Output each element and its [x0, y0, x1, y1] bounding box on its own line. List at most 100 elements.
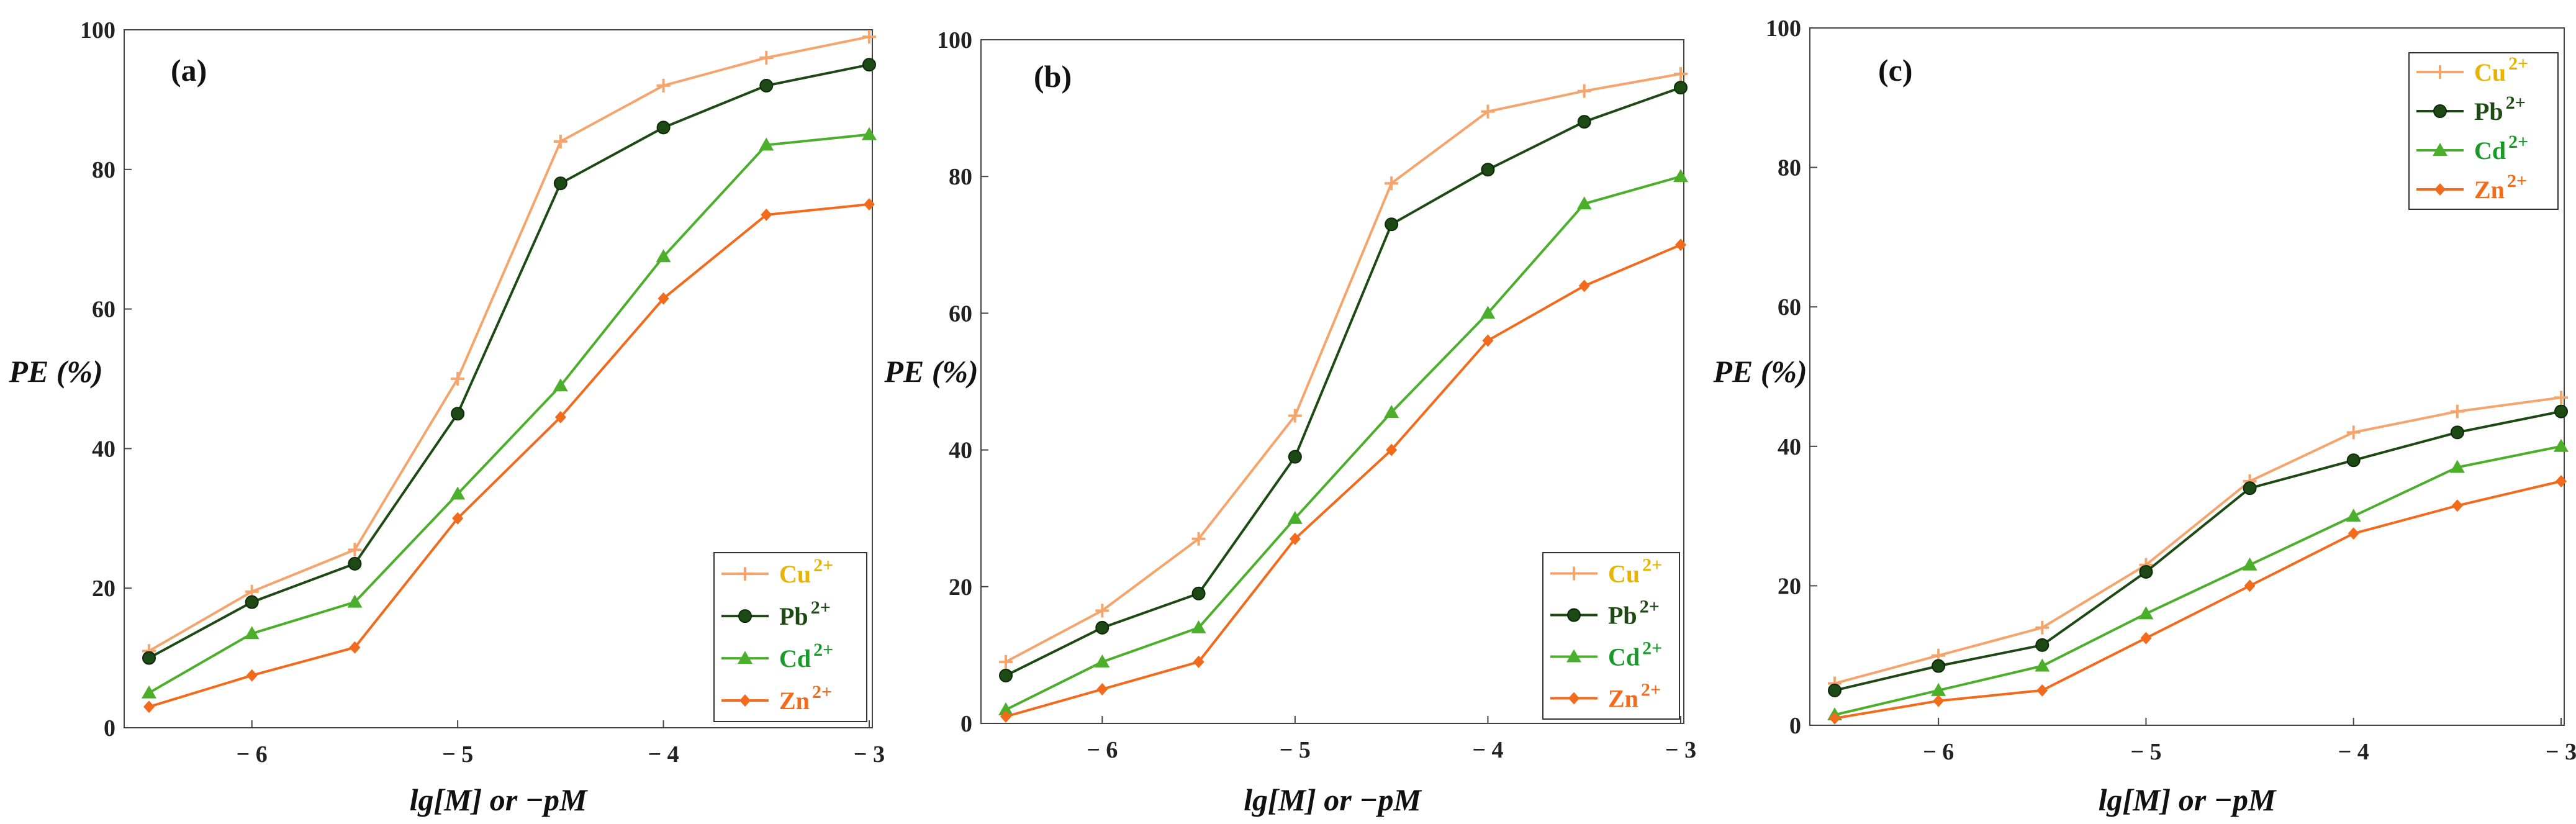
- data-point-zn: [2451, 499, 2463, 512]
- data-point-pb: [1828, 683, 1842, 697]
- legend-marker-pb: [2433, 104, 2447, 119]
- legend-marker-zn: [2434, 183, 2446, 196]
- data-point-cd: [553, 378, 568, 392]
- data-point-cu: [999, 654, 1013, 669]
- data-point-cd: [2138, 606, 2154, 620]
- y-tick-label: 40: [92, 436, 115, 462]
- x-axis-label: lg[M] or −pM: [2099, 782, 2277, 817]
- y-tick-label: 100: [1766, 16, 1801, 42]
- legend: Cu 2+ Pb 2+ Cd 2+ Zn 2+: [2408, 52, 2559, 210]
- legend-label-cd: Cd 2+: [779, 640, 833, 672]
- legend-label-cd: Cd 2+: [1608, 638, 1662, 671]
- y-axis-label: PE (%): [884, 354, 978, 389]
- legend-marker-pb: [1567, 608, 1581, 622]
- data-point-cd: [1384, 405, 1399, 419]
- legend-marker-zn: [1568, 692, 1579, 705]
- data-point-zn: [2036, 684, 2048, 697]
- data-point-pb: [1288, 450, 1302, 464]
- data-point-cu: [1095, 604, 1109, 618]
- y-axis-label: PE (%): [8, 354, 102, 389]
- legend-marker-cu: [738, 567, 752, 581]
- legend-box: [2408, 52, 2559, 210]
- x-tick-label: − 5: [1280, 737, 1311, 763]
- data-point-cu: [862, 30, 876, 44]
- series-line-zn: [1834, 480, 2562, 720]
- series-pb: [1828, 404, 2568, 697]
- y-tick-label: 60: [92, 297, 115, 323]
- legend-label-cd: Cd 2+: [2474, 132, 2528, 165]
- x-tick-label: − 3: [1665, 737, 1696, 763]
- data-point-pb: [656, 120, 671, 135]
- y-tick-label: 100: [937, 27, 972, 53]
- panel-label: (b): [1034, 59, 1072, 94]
- data-point-pb: [759, 78, 774, 93]
- series-line-cd: [1834, 445, 2562, 717]
- data-point-cd: [1673, 169, 1688, 183]
- data-point-pb: [1191, 586, 1206, 600]
- y-tick-label: 0: [1789, 713, 1801, 739]
- data-point-cd: [2035, 658, 2050, 672]
- data-point-pb: [1095, 620, 1109, 635]
- data-point-pb: [1385, 217, 1399, 232]
- data-point-cu: [1191, 532, 1206, 546]
- legend-marker-cd: [738, 651, 752, 664]
- legend-marker-cu: [1567, 566, 1581, 581]
- series-line-cd: [1005, 175, 1681, 711]
- series-line-pb: [1005, 86, 1681, 677]
- y-tick-label: 80: [92, 157, 115, 183]
- data-point-pb: [2243, 481, 2257, 496]
- series-line-cu: [1005, 73, 1681, 663]
- series-line-zn: [148, 203, 870, 709]
- legend: Cu 2+ Pb 2+ Cd 2+ Zn 2+: [1542, 552, 1680, 720]
- data-point-zn: [1096, 682, 1108, 695]
- legend-label-cu: Cu 2+: [779, 555, 833, 588]
- legend-label-zn: Zn 2+: [779, 682, 832, 715]
- data-point-zn: [761, 208, 772, 221]
- chart-panel-1: 0 20 40 60 80 100 − 6 − 5 − 4 − 3 PE (%) lg[M] or −…: [8, 17, 885, 817]
- series-line-pb: [1834, 410, 2562, 692]
- series-cu: [142, 30, 876, 658]
- data-point-pb: [2035, 638, 2050, 652]
- legend-label-pb: Pb 2+: [1608, 597, 1660, 630]
- data-point-zn: [2244, 579, 2256, 592]
- x-tick-label: − 6: [237, 741, 268, 767]
- y-tick-label: 20: [949, 574, 972, 600]
- legend-label-pb: Pb 2+: [2474, 93, 2526, 125]
- data-point-cd: [2242, 557, 2257, 571]
- data-point-pb: [142, 651, 156, 665]
- data-point-zn: [2140, 632, 2152, 645]
- series-cd: [142, 127, 877, 699]
- data-point-zn: [1829, 712, 1840, 725]
- data-point-cd: [2346, 509, 2361, 522]
- series-pb: [142, 58, 876, 665]
- x-axis-label: lg[M] or −pM: [1244, 782, 1422, 817]
- y-tick-label: 0: [104, 715, 115, 741]
- plot-frame: [124, 29, 873, 728]
- data-point-cd: [2449, 460, 2465, 473]
- data-point-zn: [1289, 532, 1301, 545]
- data-point-zn: [658, 292, 669, 305]
- data-point-cu: [348, 543, 362, 557]
- data-point-zn: [1482, 334, 1494, 347]
- y-tick-label: 60: [949, 301, 972, 327]
- series-line-cu: [148, 35, 870, 653]
- x-tick-label: − 3: [854, 741, 885, 767]
- data-point-cu: [451, 372, 465, 386]
- data-point-cd: [998, 702, 1013, 715]
- data-point-pb: [2450, 425, 2464, 440]
- legend-marker-cd: [2433, 143, 2447, 156]
- data-point-cd: [244, 626, 260, 640]
- data-point-cd: [142, 685, 156, 699]
- data-point-zn: [1933, 694, 1945, 707]
- x-axis-label: lg[M] or −pM: [410, 782, 588, 817]
- data-point-cd: [1931, 682, 1946, 696]
- series-line-cu: [1834, 396, 2562, 685]
- panel-label: (c): [1878, 53, 1913, 88]
- data-point-pb: [1481, 163, 1495, 177]
- y-tick-label: 80: [949, 164, 972, 190]
- legend-marker-pb: [738, 609, 752, 623]
- x-tick-label: − 6: [1087, 737, 1118, 763]
- data-point-pb: [451, 407, 465, 421]
- data-point-pb: [1932, 659, 1946, 673]
